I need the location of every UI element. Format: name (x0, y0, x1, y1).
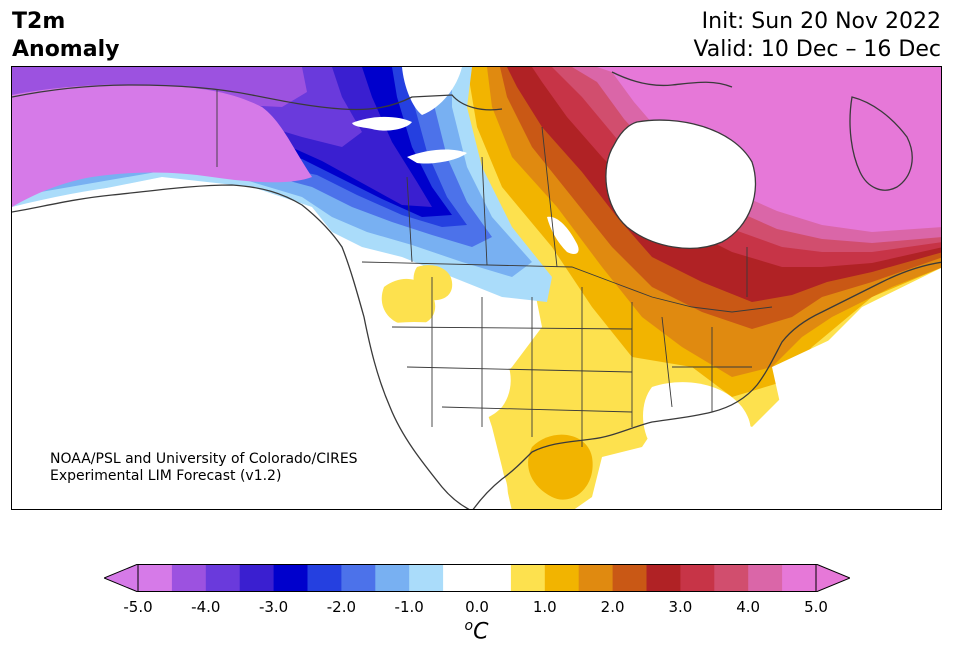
anomaly-region-gold-texas (528, 434, 593, 500)
colorbar-swatch (680, 564, 715, 592)
colorbar-swatch (782, 564, 817, 592)
map-canvas (12, 67, 941, 509)
colorbar-tick-label: -2.0 (326, 598, 357, 616)
colorbar-swatch (748, 564, 783, 592)
colorbar-tick-label: -1.0 (394, 598, 424, 616)
colorbar-swatch (341, 564, 376, 592)
anomaly-region-neutral-arctic (402, 67, 462, 115)
forecast-dates: Init: Sun 20 Nov 2022 Valid: 10 Dec – 16… (693, 8, 941, 64)
colorbar-swatch (578, 564, 614, 592)
unit-degree-sup: o (464, 618, 474, 634)
credit-line-1: NOAA/PSL and University of Colorado/CIRE… (50, 451, 358, 467)
colorbar-tick-label: 3.0 (668, 598, 693, 616)
colorbar-tick-label: -3.0 (258, 598, 289, 616)
hudson-bay (605, 120, 756, 249)
colorbar-tick-label: 1.0 (532, 598, 557, 616)
anomaly-region-neutral-southeast (643, 382, 751, 467)
colorbar-tick-label: 5.0 (804, 598, 828, 616)
colorbar-swatch (273, 564, 308, 592)
map-title: T2m Anomaly (12, 8, 119, 64)
anomaly-region-purple-light (12, 84, 312, 207)
colorbar-tick-label: 2.0 (600, 598, 625, 616)
credit-line-2: Experimental LIM Forecast (v1.2) (50, 468, 282, 484)
colorbar-swatch (409, 564, 444, 592)
lake-winnipeg (547, 216, 579, 254)
colorbar-swatch (477, 564, 512, 592)
valid-range: Valid: 10 Dec – 16 Dec (693, 37, 941, 62)
colorbar-under-arrow (104, 564, 139, 592)
anomaly-map: NOAA/PSL and University of Colorado/CIRE… (11, 66, 942, 510)
lake-great-slave (407, 149, 467, 164)
init-date: Init: Sun 20 Nov 2022 (701, 9, 941, 34)
anomaly-region-yellow-idaho (413, 265, 453, 301)
colorbar-tick-label: -5.0 (123, 598, 153, 616)
title-line-1: T2m (12, 9, 66, 34)
map-credit: NOAA/PSL and University of Colorado/CIRE… (50, 451, 358, 485)
colorbar-swatch (443, 564, 478, 592)
colorbar-outline (137, 564, 817, 592)
colorbar-swatch (510, 564, 546, 592)
anomaly-region-neutral-ocean-east (752, 287, 941, 509)
colorbar (104, 564, 850, 592)
anomaly-region-neutral-mexico (412, 427, 508, 509)
lake-great-bear (352, 116, 412, 131)
colorbar-swatch (714, 564, 749, 592)
colorbar-swatch (171, 564, 207, 592)
anomaly-region-neutral-ocean-west (12, 183, 431, 509)
colorbar-swatch (612, 564, 647, 592)
title-line-2: Anomaly (12, 37, 120, 62)
colorbar-tick-label: -4.0 (191, 598, 221, 616)
unit-main: C (473, 619, 489, 645)
colorbar-unit-label: oC (0, 618, 953, 644)
colorbar-swatch (239, 564, 275, 592)
political-borders (216, 89, 773, 447)
anomaly-region-magenta (597, 67, 941, 232)
anomaly-region-neutral-southwest (362, 322, 511, 425)
colorbar-swatch (375, 564, 410, 592)
colorbar-tick-label: 4.0 (736, 598, 761, 616)
colorbar-swatch (544, 564, 580, 592)
colorbar-swatch (205, 564, 241, 592)
colorbar-swatch (307, 564, 342, 592)
colorbar-swatch (138, 564, 173, 592)
colorbar-swatch (646, 564, 681, 592)
colorbar-over-arrow (815, 564, 850, 592)
colorbar-tick-label: 0.0 (465, 598, 489, 616)
